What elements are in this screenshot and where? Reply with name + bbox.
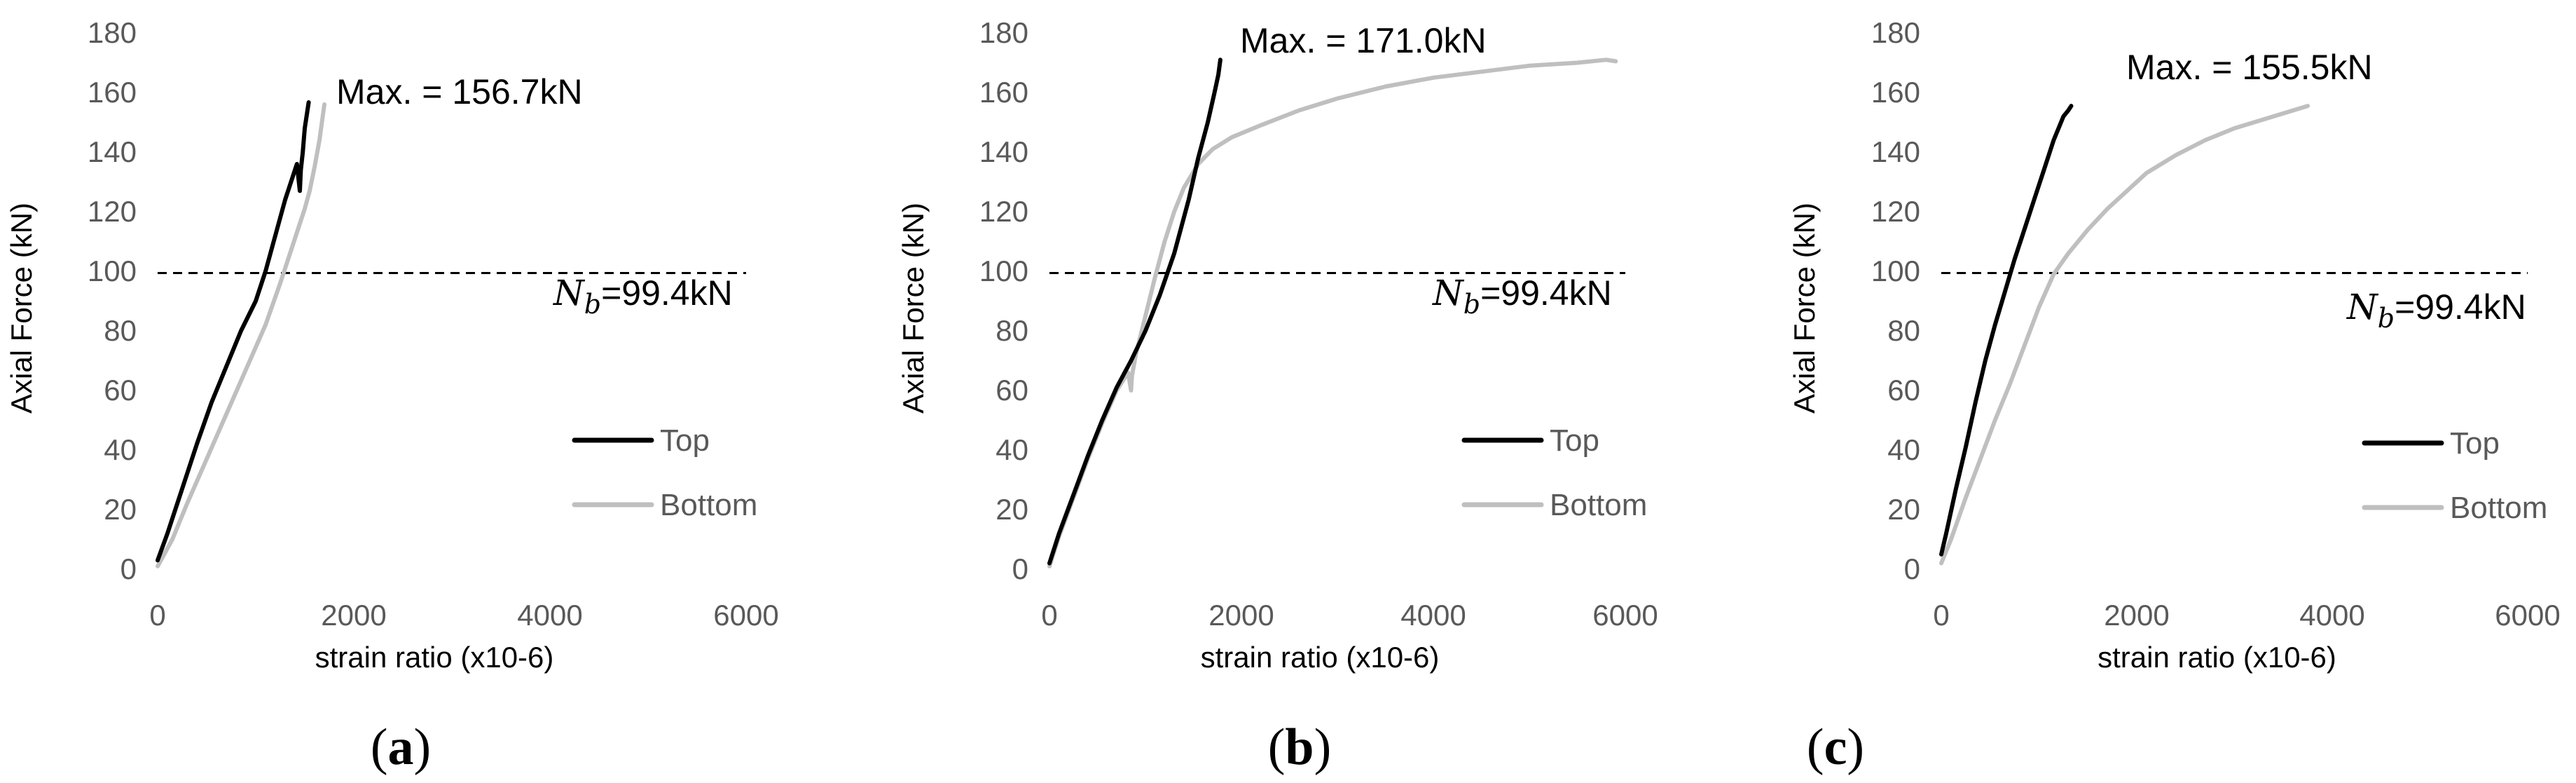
x-axis-title: strain ratio (x10-6) <box>1201 641 1440 674</box>
chart-panel-a: 0 20 40 60 80 100 120 140 160 180 0 2000 4000 6000 str… <box>5 16 779 776</box>
y-tick-label: 180 <box>1871 16 1920 49</box>
caption-open-paren: ( <box>1268 719 1286 776</box>
nb-symbol: N <box>1432 273 1465 313</box>
x-tick-label: 0 <box>1933 599 1949 632</box>
x-tick-label: 0 <box>149 599 165 632</box>
y-tick-label: 120 <box>88 195 137 228</box>
caption-close-paren: ) <box>1314 719 1332 776</box>
legend-label-top: Top <box>2450 426 2500 461</box>
x-tick-label: 2000 <box>321 599 386 632</box>
y-tick-label: 100 <box>88 254 137 287</box>
y-tick-label: 160 <box>979 76 1028 109</box>
y-tick-label: 140 <box>1871 135 1920 168</box>
series-line-bottom <box>1939 104 2310 566</box>
caption-letter: a <box>388 719 414 776</box>
nb-value: =99.4kN <box>1480 273 1612 313</box>
series-line-bottom <box>156 102 326 568</box>
caption-letter: c <box>1824 719 1847 776</box>
caption-close-paren: ) <box>1847 719 1864 776</box>
reference-line-label: Nb=99.4kN <box>1432 273 1612 320</box>
y-tick-label: 20 <box>1887 493 1920 526</box>
y-tick-label: 80 <box>104 314 137 347</box>
series-line-top <box>1939 104 2074 557</box>
nb-value: =99.4kN <box>601 273 733 313</box>
y-tick-label: 140 <box>88 135 137 168</box>
y-tick-label: 40 <box>104 433 137 466</box>
y-tick-label: 40 <box>1887 433 1920 466</box>
y-tick-label: 180 <box>979 16 1028 49</box>
caption-open-paren: ( <box>1807 719 1824 776</box>
y-tick-label: 0 <box>120 552 137 585</box>
max-annotation: Max. = 171.0kN <box>1240 21 1487 60</box>
y-tick-label: 80 <box>996 314 1028 347</box>
series-line-top <box>1047 57 1222 566</box>
nb-subscript: b <box>1463 289 1480 320</box>
y-tick-label: 20 <box>104 493 137 526</box>
y-tick-label: 140 <box>979 135 1028 168</box>
y-axis-title: Axial Force (kN) <box>1788 203 1821 414</box>
panel-caption: (c) <box>1807 719 1864 776</box>
chart-panel-c: 0 20 40 60 80 100 120 140 160 180 0 2000 4000 6000 str… <box>1788 16 2561 776</box>
y-tick-label: 160 <box>1871 76 1920 109</box>
legend-label-bottom: Bottom <box>2450 491 2547 525</box>
y-tick-label: 120 <box>1871 195 1920 228</box>
x-tick-label: 2000 <box>2104 599 2169 632</box>
x-tick-label: 6000 <box>713 599 778 632</box>
y-tick-label: 60 <box>996 374 1028 407</box>
nb-subscript: b <box>2378 303 2395 334</box>
y-tick-label: 180 <box>88 16 137 49</box>
y-tick-label: 60 <box>104 374 137 407</box>
y-tick-label: 160 <box>88 76 137 109</box>
caption-open-paren: ( <box>371 719 388 776</box>
caption-letter: b <box>1285 719 1314 776</box>
legend-label-top: Top <box>1550 423 1599 458</box>
reference-line-label: Nb=99.4kN <box>2346 287 2526 334</box>
y-tick-label: 120 <box>979 195 1028 228</box>
series-line-top <box>156 100 311 563</box>
y-tick-label: 0 <box>1012 552 1028 585</box>
reference-line-label: Nb=99.4kN <box>553 273 733 320</box>
caption-close-paren: ) <box>414 719 432 776</box>
nb-value: =99.4kN <box>2395 287 2526 327</box>
x-tick-label: 6000 <box>1592 599 1658 632</box>
y-tick-label: 80 <box>1887 314 1920 347</box>
x-tick-label: 0 <box>1041 599 1057 632</box>
series-line-bottom <box>1047 57 1618 568</box>
legend-label-bottom: Bottom <box>1550 488 1647 522</box>
panel-caption: (a) <box>371 719 431 776</box>
y-tick-label: 0 <box>1904 552 1920 585</box>
y-tick-label: 40 <box>996 433 1028 466</box>
y-axis-title: Axial Force (kN) <box>897 203 930 414</box>
max-annotation: Max. = 155.5kN <box>2126 48 2373 87</box>
panel-caption: (b) <box>1268 719 1331 776</box>
nb-symbol: N <box>553 273 586 313</box>
max-annotation: Max. = 156.7kN <box>336 72 583 111</box>
y-tick-label: 60 <box>1887 374 1920 407</box>
nb-subscript: b <box>584 289 601 320</box>
x-tick-label: 6000 <box>2495 599 2560 632</box>
legend-label-bottom: Bottom <box>660 488 757 522</box>
legend-label-top: Top <box>660 423 710 458</box>
y-tick-label: 100 <box>979 254 1028 287</box>
x-tick-label: 4000 <box>517 599 582 632</box>
x-tick-label: 4000 <box>2299 599 2364 632</box>
x-axis-title: strain ratio (x10-6) <box>2098 641 2336 674</box>
x-tick-label: 2000 <box>1208 599 1274 632</box>
x-tick-label: 4000 <box>1400 599 1466 632</box>
nb-symbol: N <box>2346 287 2379 327</box>
chart-panel-b: 0 20 40 60 80 100 120 140 160 180 0 2000 4000 6000 str… <box>897 16 1658 776</box>
x-axis-title: strain ratio (x10-6) <box>315 641 554 674</box>
y-axis-title: Axial Force (kN) <box>5 203 38 414</box>
y-tick-label: 100 <box>1871 254 1920 287</box>
y-tick-label: 20 <box>996 493 1028 526</box>
